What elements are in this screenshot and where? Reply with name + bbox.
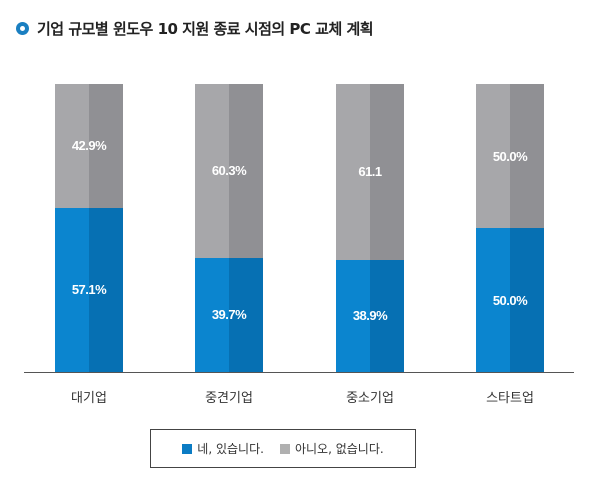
data-label: 50.0% bbox=[492, 148, 528, 164]
bar-large-enterprise: 42.9% 57.1% bbox=[55, 84, 123, 372]
chart-title-text: 기업 규모별 윈도우 10 지원 종료 시점의 PC 교체 계획 bbox=[37, 20, 374, 38]
data-label: 61.1 bbox=[358, 164, 382, 180]
legend-label: 네, 있습니다. bbox=[197, 442, 264, 456]
x-axis-line bbox=[24, 372, 574, 373]
data-label: 39.7% bbox=[211, 307, 247, 323]
data-label: 57.1% bbox=[71, 282, 107, 298]
chart-title: 기업 규모별 윈도우 10 지원 종료 시점의 PC 교체 계획 bbox=[16, 18, 374, 39]
data-label: 50.0% bbox=[492, 292, 528, 308]
bar-segment-no: 61.1 bbox=[336, 84, 404, 260]
bar-mid-enterprise: 60.3% 39.7% bbox=[195, 84, 263, 372]
bar-segment-no: 42.9% bbox=[55, 84, 123, 208]
bar-segment-no: 60.3% bbox=[195, 84, 263, 258]
bar-segment-yes: 57.1% bbox=[55, 207, 123, 372]
bar-small-enterprise: 61.1 38.9% bbox=[336, 84, 404, 372]
legend: 네, 있습니다. 아니오, 없습니다. bbox=[150, 429, 416, 468]
bar-segment-yes: 38.9% bbox=[336, 259, 404, 372]
legend-label: 아니오, 없습니다. bbox=[294, 442, 384, 456]
legend-swatch-yes-icon bbox=[182, 443, 193, 454]
legend-item-yes: 네, 있습니다. bbox=[182, 440, 264, 457]
bar-segment-no: 50.0% bbox=[476, 84, 544, 228]
data-label: 38.9% bbox=[352, 308, 388, 324]
data-label: 42.9% bbox=[71, 138, 107, 154]
x-tick-label: 중소기업 bbox=[346, 391, 394, 406]
bar-segment-yes: 39.7% bbox=[195, 257, 263, 372]
legend-swatch-no-icon bbox=[279, 443, 290, 454]
x-tick-label: 중견기업 bbox=[205, 391, 253, 406]
bar-startup: 50.0% 50.0% bbox=[476, 84, 544, 372]
plot-area: 42.9% 57.1% 60.3% 39.7% 61.1 38.9% 50.0%… bbox=[0, 84, 600, 372]
circle-bullet-icon bbox=[16, 22, 29, 35]
legend-item-no: 아니오, 없습니다. bbox=[279, 440, 384, 457]
bar-segment-yes: 50.0% bbox=[476, 228, 544, 372]
x-tick-label: 대기업 bbox=[71, 391, 107, 406]
x-tick-label: 스타트업 bbox=[486, 391, 534, 406]
data-label: 60.3% bbox=[211, 163, 247, 179]
